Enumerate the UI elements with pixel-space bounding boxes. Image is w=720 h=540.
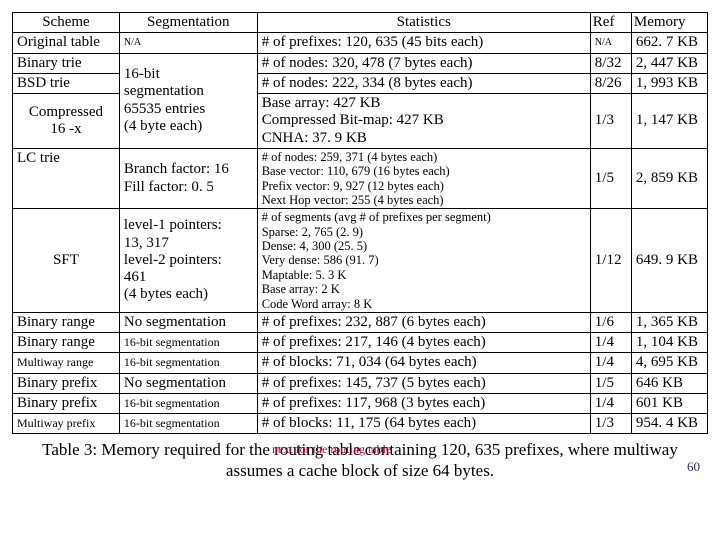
cell-stats: # of nodes: 320, 478 (7 bytes each) [257,53,590,73]
col-memory: Memory [631,13,707,33]
cell-ref: 1/4 [590,333,631,353]
cell-ref: 1/4 [590,393,631,413]
cell-ref: 1/5 [590,148,631,209]
table-header-row: Scheme Segmentation Statistics Ref Memor… [13,13,708,33]
cell-seg: Branch factor: 16 Fill factor: 0. 5 [119,148,257,209]
cell-mem: 646 KB [631,373,707,393]
cell-scheme: SFT [13,209,120,313]
cell-stats: # of blocks: 71, 034 (64 bytes each) [257,353,590,373]
cell-stats: # of prefixes: 232, 887 (6 bytes each) [257,312,590,332]
table-row: SFT level-1 pointers: 13, 317 level-2 po… [13,209,708,313]
cell-seg: 16-bit segmentation [119,393,257,413]
col-segmentation: Segmentation [119,13,257,33]
caption-text: Table 3: Memory required for the routing… [42,440,678,479]
table-row: LC trie Branch factor: 16 Fill factor: 0… [13,148,708,209]
cell-seg: 16-bit segmentation [119,414,257,434]
table-row: Binary prefix No segmentation # of prefi… [13,373,708,393]
cell-mem: 1, 365 KB [631,312,707,332]
cell-seg: No segmentation [119,312,257,332]
cell-ref: N/A [590,33,631,53]
cell-mem: 2, 447 KB [631,53,707,73]
cell-seg: No segmentation [119,373,257,393]
cell-stats: # of prefixes: 117, 968 (3 bytes each) [257,393,590,413]
cell-stats: # of prefixes: 145, 737 (5 bytes each) [257,373,590,393]
cell-stats: # of segments (avg # of prefixes per seg… [257,209,590,313]
cell-stats: Base array: 427 KB Compressed Bit-map: 4… [257,94,590,149]
table-row: Binary range 16-bit segmentation # of pr… [13,333,708,353]
cell-ref: 1/5 [590,373,631,393]
table-row: BSD trie # of nodes: 222, 334 (8 bytes e… [13,73,708,93]
cell-stats: # of nodes: 222, 334 (8 bytes each) [257,73,590,93]
page-number: 60 [687,459,700,475]
table-row: Multiway prefix 16-bit segmentation # of… [13,414,708,434]
cell-seg-shared: 16-bit segmentation 65535 entries (4 byt… [119,53,257,148]
cell-scheme: BSD trie [13,73,120,93]
cell-scheme: Compressed 16 -x [13,94,120,149]
cell-scheme: Original table [13,33,120,53]
cell-mem: 1, 993 KB [631,73,707,93]
table-row: Binary trie 16-bit segmentation 65535 en… [13,53,708,73]
table-row: Original table N/A # of prefixes: 120, 6… [13,33,708,53]
cell-mem: 1, 104 KB [631,333,707,353]
col-statistics: Statistics [257,13,590,33]
cell-ref: 1/6 [590,312,631,332]
table-row: Multiway range 16-bit segmentation # of … [13,353,708,373]
cell-scheme: LC trie [13,148,120,209]
table-row: Compressed 16 -x Base array: 427 KB Comp… [13,94,708,149]
table-caption: Table 3: Memory required for the routing… [12,440,708,481]
cell-mem: 649. 9 KB [631,209,707,313]
cell-ref: 1/3 [590,94,631,149]
cell-mem: 662. 7 KB [631,33,707,53]
cell-scheme: Binary range [13,312,120,332]
memory-table: Scheme Segmentation Statistics Ref Memor… [12,12,708,434]
cell-seg: N/A [119,33,257,53]
cell-mem: 601 KB [631,393,707,413]
cell-scheme: Multiway range [13,353,120,373]
col-scheme: Scheme [13,13,120,33]
cell-ref: 1/3 [590,414,631,434]
table-row: Binary range No segmentation # of prefix… [13,312,708,332]
cell-scheme: Binary prefix [13,393,120,413]
cell-ref: 8/26 [590,73,631,93]
cell-scheme: Binary prefix [13,373,120,393]
cell-ref: 8/32 [590,53,631,73]
cell-ref: 1/4 [590,353,631,373]
cell-ref: 1/12 [590,209,631,313]
cell-stats: # of blocks: 11, 175 (64 bytes each) [257,414,590,434]
cell-scheme: Binary trie [13,53,120,73]
cell-scheme: Multiway prefix [13,414,120,434]
cell-mem: 2, 859 KB [631,148,707,209]
table-row: Binary prefix 16-bit segmentation # of p… [13,393,708,413]
cell-seg: 16-bit segmentation [119,333,257,353]
cell-stats: # of prefixes: 120, 635 (45 bits each) [257,33,590,53]
cell-seg: level-1 pointers: 13, 317 level-2 pointe… [119,209,257,313]
cell-mem: 954. 4 KB [631,414,707,434]
cell-mem: 4, 695 KB [631,353,707,373]
cell-stats: # of nodes: 259, 371 (4 bytes each) Base… [257,148,590,209]
cell-mem: 1, 147 KB [631,94,707,149]
cell-seg: 16-bit segmentation [119,353,257,373]
col-ref: Ref [590,13,631,33]
cell-stats: # of prefixes: 217, 146 (4 bytes each) [257,333,590,353]
cell-scheme: Binary range [13,333,120,353]
